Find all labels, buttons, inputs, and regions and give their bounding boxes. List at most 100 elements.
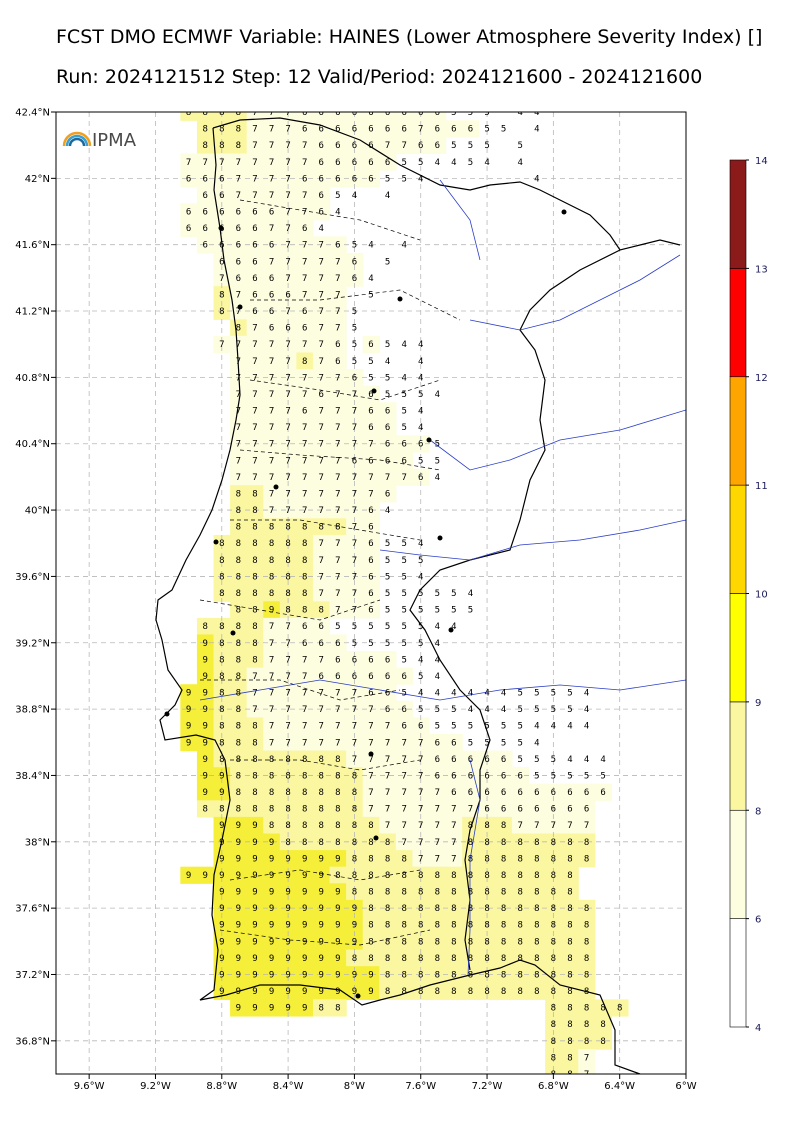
value-label: 5 [418,158,423,168]
value-label: 8 [302,523,307,533]
value-label: 4 [352,191,357,201]
value-label: 9 [285,970,290,980]
value-label: 7 [335,324,340,334]
value-cell [196,767,215,785]
value-cell [296,717,314,735]
coastline [155,127,641,1074]
value-label: 9 [236,1004,241,1014]
value-label: 5 [401,390,406,400]
value-label: 4 [501,689,506,699]
colorbar-segment [729,376,747,486]
value-label: 7 [352,407,357,417]
value-label: 6 [335,672,340,682]
value-cell [329,651,347,669]
value-label: 8 [236,622,241,632]
value-label: 7 [319,473,324,483]
value-label: 5 [385,174,390,184]
value-label: 8 [236,738,241,748]
value-label: 9 [236,954,241,964]
value-cell [362,601,380,619]
value-cell [429,783,447,801]
value-label: 7 [186,158,191,168]
value-label: 4 [517,108,522,118]
value-label: 7 [269,705,274,715]
value-cell [561,783,579,801]
value-cell [312,485,331,503]
value-label: 8 [451,970,456,980]
city-dot [561,209,567,215]
value-cell [312,684,331,702]
value-label: 4 [418,357,423,367]
value-label: 9 [252,821,257,831]
value-cell [296,153,314,171]
value-cell [478,982,496,1000]
value-label: 8 [584,970,589,980]
value-cell [495,899,513,918]
value-cell [180,170,198,188]
value-label: 7 [269,257,274,267]
value-cell [246,883,264,901]
value-label: 8 [236,755,241,765]
value-label: 6 [302,639,307,649]
value-cell [395,136,414,155]
value-label: 7 [319,290,324,300]
value-cell [495,982,513,1000]
value-label: 4 [600,755,605,765]
value-label: 5 [352,307,357,317]
colorbar-segment [729,484,747,594]
value-label: 8 [385,904,390,914]
value-label: 8 [202,141,207,151]
value-label: 9 [335,921,340,931]
value-cell [246,385,264,403]
value-label: 8 [335,523,340,533]
lat-tick-label: 40.4°N [15,439,50,450]
value-cell [362,816,380,835]
value-label: 7 [252,705,257,715]
lon-tick-label: 9.2°W [140,1081,171,1092]
value-label: 8 [468,871,473,881]
value-label: 4 [435,639,440,649]
value-label: 5 [385,390,390,400]
value-cell [545,982,563,1000]
value-label: 7 [418,821,423,831]
value-label: 8 [236,539,241,549]
value-cell [511,866,530,884]
value-label: 7 [418,788,423,798]
value-cell [279,136,297,155]
value-label: 7 [252,158,257,168]
value-cell [246,667,264,685]
value-cell [561,850,579,868]
value-cell [329,684,347,702]
value-label: 9 [219,987,224,997]
value-label: 5 [451,606,456,616]
city-dot [164,711,170,717]
value-label: 7 [302,489,307,499]
value-label: 7 [368,705,373,715]
value-label: 4 [567,722,572,732]
value-label: 4 [534,722,539,732]
value-label: 9 [335,954,340,964]
value-cell [395,833,414,851]
value-label: 4 [435,390,440,400]
value-cell [578,1032,596,1050]
value-label: 7 [368,738,373,748]
value-label: 9 [236,904,241,914]
value-cell [362,485,380,503]
value-label: 5 [368,622,373,632]
value-cell [263,584,281,602]
value-cell [230,136,248,155]
value-label: 9 [319,921,324,931]
value-label: 7 [335,423,340,433]
value-label: 8 [484,888,489,898]
rainbow-icon [62,131,92,147]
value-label: 7 [368,771,373,781]
value-label: 9 [252,904,257,914]
value-cell [279,551,297,569]
value-label: 8 [219,639,224,649]
value-label: 6 [368,108,373,118]
value-label: 7 [451,838,456,848]
value-cell [246,584,264,602]
value-label: 8 [352,771,357,781]
value-label: 9 [285,854,290,864]
value-label: 6 [335,639,340,649]
